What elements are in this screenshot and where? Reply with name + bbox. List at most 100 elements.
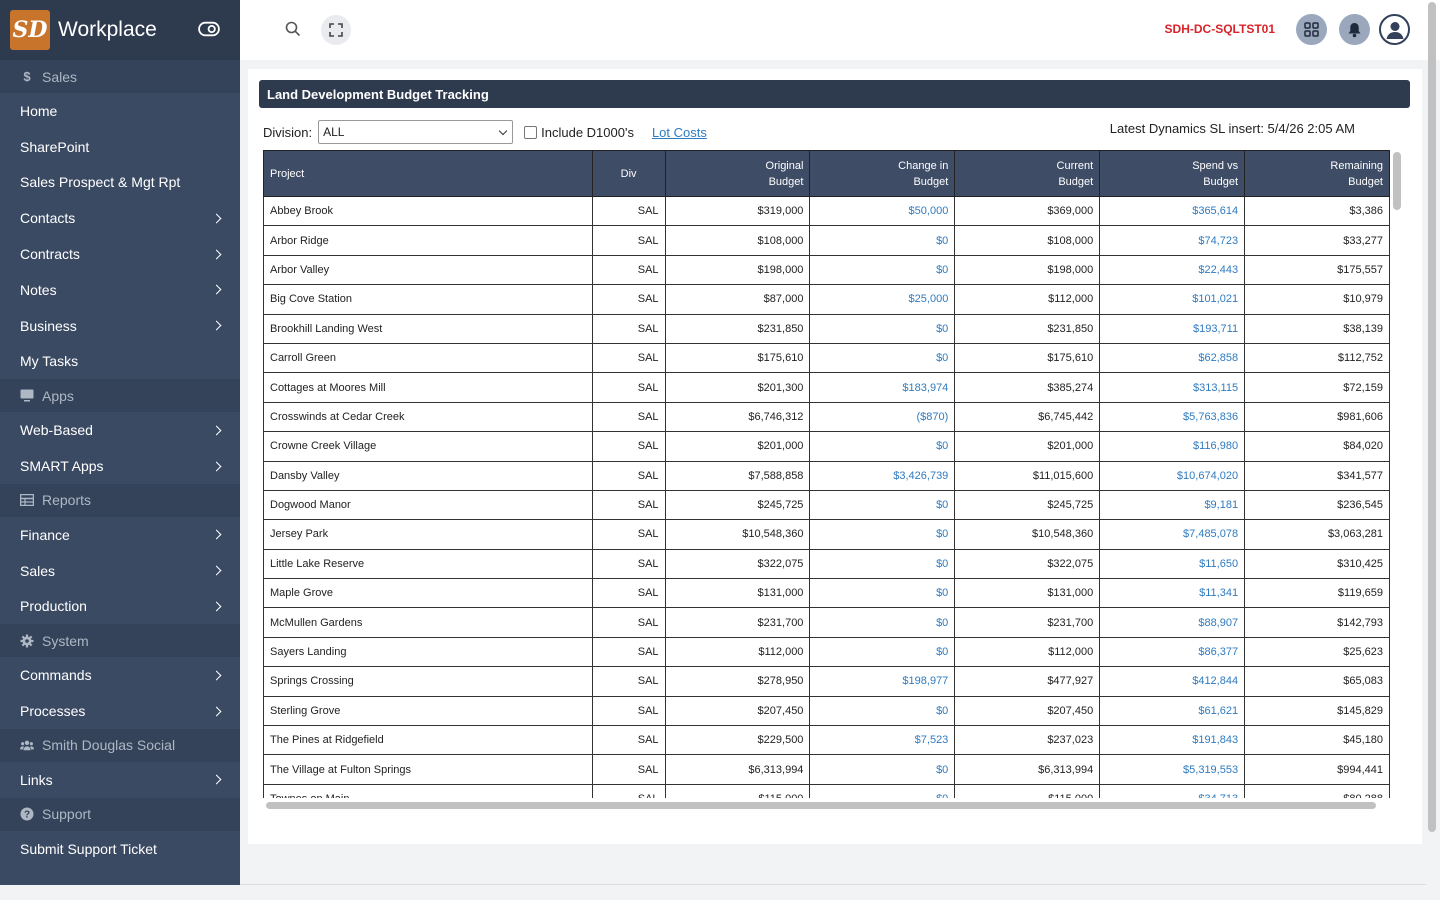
cell-change-in-budget[interactable]: $198,977: [809, 666, 956, 697]
cell-change-in-budget[interactable]: $0: [809, 578, 956, 609]
cell-spend-vs-budget[interactable]: $88,907: [1099, 607, 1246, 638]
sidebar-item-sharepoint[interactable]: SharePoint: [0, 129, 240, 165]
cell-spend-vs-budget[interactable]: $34,713: [1099, 783, 1246, 798]
table-row: Townes on MainSAL$115,000$0$115,000$34,7…: [263, 783, 1390, 798]
table-icon: [20, 493, 34, 507]
fullscreen-button[interactable]: [321, 15, 351, 45]
cell-division: SAL: [591, 431, 666, 462]
cell-change-in-budget[interactable]: $0: [809, 783, 956, 798]
cell-spend-vs-budget[interactable]: $7,485,078: [1099, 519, 1246, 550]
cell-change-in-budget[interactable]: $0: [809, 754, 956, 785]
cell-project: Dansby Valley: [263, 460, 593, 491]
cell-spend-vs-budget[interactable]: $412,844: [1099, 666, 1246, 697]
column-header-current-budget[interactable]: Current Budget: [954, 150, 1101, 197]
cell-spend-vs-budget[interactable]: $365,614: [1099, 195, 1246, 227]
cell-change-in-budget[interactable]: $7,523: [809, 725, 956, 756]
sidebar-item-home[interactable]: Home: [0, 93, 240, 129]
sidebar-item-label: Links: [20, 771, 53, 788]
column-header-project[interactable]: Project: [263, 150, 593, 197]
cell-project: Abbey Brook: [263, 195, 593, 227]
cell-change-in-budget[interactable]: $0: [809, 519, 956, 550]
sidebar-item-links[interactable]: Links: [0, 762, 240, 798]
column-header-change-in-budget[interactable]: Change in Budget: [809, 150, 956, 197]
cell-spend-vs-budget[interactable]: $62,858: [1099, 342, 1246, 374]
sidebar-item-my-tasks[interactable]: My Tasks: [0, 344, 240, 380]
cell-spend-vs-budget[interactable]: $191,843: [1099, 725, 1246, 756]
table-vertical-scrollbar[interactable]: [1393, 152, 1401, 210]
cell-spend-vs-budget[interactable]: $5,319,553: [1099, 754, 1246, 785]
sidebar-item-commands[interactable]: Commands: [0, 657, 240, 693]
cell-spend-vs-budget[interactable]: $11,341: [1099, 578, 1246, 609]
search-icon[interactable]: [285, 21, 301, 37]
cell-division: SAL: [591, 783, 666, 798]
include-d1000-label[interactable]: Include D1000's: [541, 124, 634, 140]
lot-costs-link[interactable]: Lot Costs: [651, 124, 707, 140]
include-d1000-checkbox[interactable]: [524, 125, 538, 139]
column-header-spend-vs-budget[interactable]: Spend vs Budget: [1099, 150, 1246, 197]
page-vertical-scrollbar[interactable]: [1428, 2, 1436, 832]
cell-spend-vs-budget[interactable]: $313,115: [1099, 372, 1246, 403]
cell-division: SAL: [591, 548, 666, 580]
user-avatar[interactable]: [1379, 14, 1410, 45]
cell-spend-vs-budget[interactable]: $86,377: [1099, 636, 1246, 668]
cell-change-in-budget[interactable]: $25,000: [809, 284, 956, 315]
logo[interactable]: SD: [10, 10, 50, 50]
cell-original-budget: $207,450: [664, 695, 811, 727]
sidebar-item-sales-prospect-mgt-rpt[interactable]: Sales Prospect & Mgt Rpt: [0, 165, 240, 201]
cell-current-budget: $201,000: [954, 431, 1101, 462]
notifications-button[interactable]: [1339, 14, 1370, 45]
cell-spend-vs-budget[interactable]: $10,674,020: [1099, 460, 1246, 491]
sidebar-section-label: Sales: [42, 68, 78, 85]
column-header-remaining-budget[interactable]: Remaining Budget: [1244, 150, 1390, 197]
sidebar-item-sales[interactable]: Sales: [0, 553, 240, 589]
table-horizontal-scrollbar[interactable]: [266, 802, 1376, 809]
column-header-div[interactable]: Div: [591, 150, 666, 197]
sidebar-item-contacts[interactable]: Contacts: [0, 200, 240, 236]
cell-spend-vs-budget[interactable]: $61,621: [1099, 695, 1246, 727]
cell-change-in-budget[interactable]: $0: [809, 225, 956, 256]
cell-change-in-budget[interactable]: $0: [809, 695, 956, 727]
column-header-line: Original: [765, 159, 804, 172]
sidebar-item-business[interactable]: Business: [0, 308, 240, 344]
cell-change-in-budget[interactable]: $50,000: [809, 195, 956, 227]
cell-spend-vs-budget[interactable]: $22,443: [1099, 254, 1246, 286]
cell-original-budget: $175,610: [664, 342, 811, 374]
cell-change-in-budget[interactable]: $0: [809, 431, 956, 462]
cell-change-in-budget[interactable]: $0: [809, 607, 956, 638]
eye-toggle-icon[interactable]: [198, 20, 220, 38]
cell-spend-vs-budget[interactable]: $11,650: [1099, 548, 1246, 580]
sidebar-item-web-based[interactable]: Web-Based: [0, 412, 240, 448]
cell-spend-vs-budget[interactable]: $101,021: [1099, 284, 1246, 315]
apps-grid-button[interactable]: [1296, 14, 1327, 45]
sidebar-item-smart-apps[interactable]: SMART Apps: [0, 448, 240, 484]
sidebar-item-processes[interactable]: Processes: [0, 693, 240, 729]
cell-spend-vs-budget[interactable]: $193,711: [1099, 313, 1246, 344]
cell-change-in-budget[interactable]: $0: [809, 636, 956, 668]
cell-original-budget: $201,000: [664, 431, 811, 462]
budget-table-container[interactable]: Project Div Original Budget Change in Budget C…: [263, 150, 1390, 798]
cell-project: Dogwood Manor: [263, 489, 593, 521]
cell-change-in-budget[interactable]: $0: [809, 313, 956, 344]
sidebar-item-production[interactable]: Production: [0, 589, 240, 625]
cell-spend-vs-budget[interactable]: $74,723: [1099, 225, 1246, 256]
cell-spend-vs-budget[interactable]: $5,763,836: [1099, 401, 1246, 433]
cell-change-in-budget[interactable]: $0: [809, 489, 956, 521]
sidebar-item-notes[interactable]: Notes: [0, 272, 240, 308]
cell-project: Townes on Main: [263, 783, 593, 798]
cell-change-in-budget[interactable]: $0: [809, 254, 956, 286]
cell-change-in-budget[interactable]: $0: [809, 548, 956, 580]
cell-remaining-budget: $994,441: [1244, 754, 1390, 785]
sidebar-item-contracts[interactable]: Contracts: [0, 236, 240, 272]
cell-change-in-budget[interactable]: ($870): [809, 401, 956, 433]
sidebar-item-finance[interactable]: Finance: [0, 517, 240, 553]
division-select[interactable]: ALL: [318, 120, 514, 144]
sidebar-item-submit-support-ticket[interactable]: Submit Support Ticket: [0, 831, 240, 867]
cell-spend-vs-budget[interactable]: $116,980: [1099, 431, 1246, 462]
column-header-original-budget[interactable]: Original Budget: [664, 150, 811, 197]
cell-change-in-budget[interactable]: $0: [809, 342, 956, 374]
cell-change-in-budget[interactable]: $3,426,739: [809, 460, 956, 491]
cell-spend-vs-budget[interactable]: $9,181: [1099, 489, 1246, 521]
cell-original-budget: $229,500: [664, 725, 811, 756]
cell-change-in-budget[interactable]: $183,974: [809, 372, 956, 403]
footer-divider: [240, 884, 1426, 885]
